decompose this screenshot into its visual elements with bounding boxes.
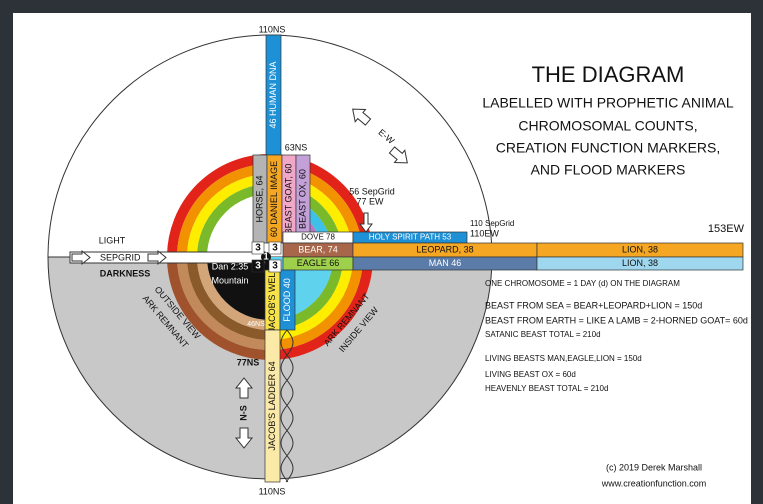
axis-label: 63NS (285, 142, 308, 152)
marker: 3 (255, 261, 261, 272)
mountain-label: Dan 2:35 (212, 261, 249, 271)
diagram: 46 HUMAN DNA HORSE, 64 60 DANIEL IMAGE BEAS… (0, 0, 763, 504)
subtitle: LABELLED WITH PROPHETIC ANIMAL (482, 95, 733, 111)
bar-label: BEAST GOAT, 60 (283, 164, 293, 235)
bar-label: 60 DANIEL IMAGE (269, 161, 279, 237)
axis-label: 46NS (247, 321, 265, 328)
note: BEAST FROM EARTH = LIKE A LAMB = 2-HORNE… (485, 315, 748, 325)
subtitle: AND FLOOD MARKERS (531, 162, 686, 178)
axis-label: SEPGRID (100, 252, 141, 262)
title: THE DIAGRAM (532, 62, 685, 87)
axis-label: 77 EW (356, 196, 384, 206)
credit: (c) 2019 Derek Marshall (606, 462, 702, 472)
bar-label: LION, 38 (622, 258, 658, 268)
marker: 3 (272, 261, 278, 272)
bar-label: 46 HUMAN DNA (268, 61, 278, 128)
bar-label: BEAST OX, 60 (297, 169, 307, 229)
bar-label: HORSE, 64 (254, 175, 264, 222)
bar-label: LEOPARD, 38 (416, 244, 473, 254)
axis-label: LIGHT (99, 235, 126, 245)
subtitle: CREATION FUNCTION MARKERS, (496, 140, 721, 156)
bar-label: BEAR, 74 (298, 244, 338, 254)
bar-label: HOLY SPIRIT PATH 53 (369, 233, 452, 242)
bar-label: FLOOD 40 (282, 278, 292, 322)
bar-label: DOVE 78 (301, 233, 335, 242)
note: HEAVENLY BEAST TOTAL = 210d (485, 384, 608, 393)
note: LIVING BEAST OX = 60d (485, 370, 576, 379)
bar-label: JACOB'S WELL (267, 268, 277, 333)
bar-label: LION, 38 (622, 244, 658, 254)
note: SATANIC BEAST TOTAL = 210d (485, 330, 601, 339)
subtitle: CHROMOSOMAL COUNTS, (518, 118, 697, 134)
axis-label: N-S (238, 405, 248, 421)
marker: 3 (272, 243, 278, 254)
mountain-label: Mountain (211, 275, 248, 285)
note: ONE CHROMOSOME = 1 DAY (d) ON THE DIAGRA… (485, 279, 680, 288)
bar-label: MAN 46 (429, 258, 462, 268)
axis-label: 110NS (259, 24, 286, 34)
marker: 3 (255, 243, 261, 254)
axis-label: DARKNESS (100, 268, 151, 278)
axis-label: 56 SepGrid (349, 186, 395, 196)
note: LIVING BEASTS MAN,EAGLE,LION = 150d (485, 354, 642, 363)
note: BEAST FROM SEA = BEAR+LEOPARD+LION = 150… (485, 300, 702, 310)
axis-label: 77NS (237, 357, 260, 367)
bar-label: JACOB'S LADDER 64 (267, 361, 277, 450)
axis-label: 110 SepGrid (470, 219, 514, 228)
axis-label: 110NS (259, 486, 286, 496)
axis-label: 110EW (470, 228, 499, 238)
bar-label: EAGLE 66 (297, 258, 340, 268)
axis-label: 153EW (708, 223, 745, 235)
credit: www.creationfunction.com (601, 478, 707, 488)
